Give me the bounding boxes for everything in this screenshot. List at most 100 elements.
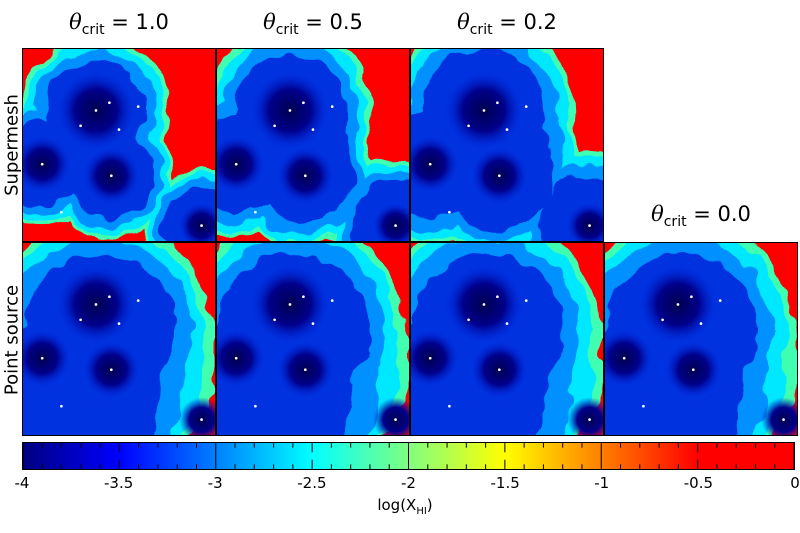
colorbar-label: log(XHI) [377,496,433,517]
source-dot [661,318,664,322]
source-dot [273,318,276,322]
source-dot [524,299,528,302]
ionizing-source-region [567,203,603,241]
source-dot [302,101,305,105]
source-dot [394,224,397,227]
source-dot [311,128,315,131]
panel-pointsource-theta-1.0 [22,242,216,436]
source-dot [524,105,528,108]
source-dot [288,303,292,306]
source-dot [94,303,98,306]
ionizing-source-region [373,203,409,241]
colorbar-tick-label: -4 [14,474,30,492]
source-dot [467,124,470,128]
ionizing-source-region [217,330,264,386]
source-dot [200,418,203,421]
source-dot [302,295,305,299]
ionization-map [23,243,215,435]
source-dot [782,418,785,421]
source-dot [108,295,111,299]
source-dot [496,295,499,299]
source-dot [254,404,257,408]
ionization-map [605,243,797,435]
ionizing-source-region [567,397,603,435]
source-dot [288,109,292,112]
colorbar-tick-label: -2 [401,474,416,492]
colorbar-tick-label: -1.5 [490,474,520,492]
source-dot [79,318,82,322]
source-dot [676,303,680,306]
column-title-4: θcrit = 0.0 [651,202,751,231]
ionizing-source-region [23,136,70,192]
ionizing-source-region [179,203,215,241]
source-dot [505,322,509,325]
source-dot [136,299,140,302]
ionization-map [411,243,603,435]
source-dot [699,322,703,325]
source-dot [482,109,486,112]
ionizing-source-region [23,330,70,386]
colorbar-tick-label: -3 [207,474,223,492]
source-dot [428,162,432,166]
row-label-point-source: Point source [1,284,23,396]
source-dot [40,162,44,166]
source-dot [588,224,591,227]
source-dot [117,128,121,131]
source-dot [467,318,470,322]
source-dot [273,124,276,128]
source-dot [311,322,315,325]
ionizing-source-region [179,397,215,435]
column-title-1: θcrit = 1.0 [69,10,169,39]
source-dot [330,299,334,302]
source-dot [94,109,98,112]
source-dot [60,404,63,408]
colorbar-tick-label: -3.5 [103,474,134,492]
ionization-map [23,49,215,241]
source-dot [117,322,121,325]
source-dot [718,299,722,302]
source-dot [394,418,397,421]
source-dot [642,404,645,408]
source-dot [200,224,203,227]
column-title-3: θcrit = 0.2 [457,10,557,39]
source-dot [691,368,695,372]
ionizing-source-region [605,330,652,386]
source-dot [505,128,509,131]
source-dot [588,418,591,421]
row-label-supermesh: Supermesh [1,94,23,196]
source-dot [108,101,111,105]
source-dot [482,303,486,306]
ionization-map [411,49,603,241]
source-dot [79,124,82,128]
ionization-map [217,243,409,435]
ionizing-source-region [373,397,409,435]
source-dot [448,404,451,408]
panel-pointsource-theta-0.2 [410,242,604,436]
source-dot [136,105,140,108]
source-dot [109,174,113,178]
source-dot [303,174,307,178]
panel-supermesh-theta-0.5 [216,48,410,242]
source-dot [622,356,626,360]
source-dot [234,356,238,360]
ionizing-source-region [761,397,797,435]
colorbar-tick-label: -0.5 [683,474,714,492]
source-dot [40,356,44,360]
source-dot [303,368,307,372]
source-dot [254,210,257,214]
ionizing-source-region [217,136,264,192]
colorbar-tick-label: 0 [790,474,800,492]
colorbar-tick-label: -1 [594,474,610,492]
source-dot [690,295,693,299]
source-dot [497,368,501,372]
panel-supermesh-theta-1.0 [22,48,216,242]
column-title-2: θcrit = 0.5 [263,10,363,39]
ionizing-source-region [411,330,458,386]
source-dot [330,105,334,108]
colorbar [22,442,795,470]
source-dot [109,368,113,372]
ionization-map [217,49,409,241]
source-dot [234,162,238,166]
panel-pointsource-theta-0.0 [604,242,798,436]
